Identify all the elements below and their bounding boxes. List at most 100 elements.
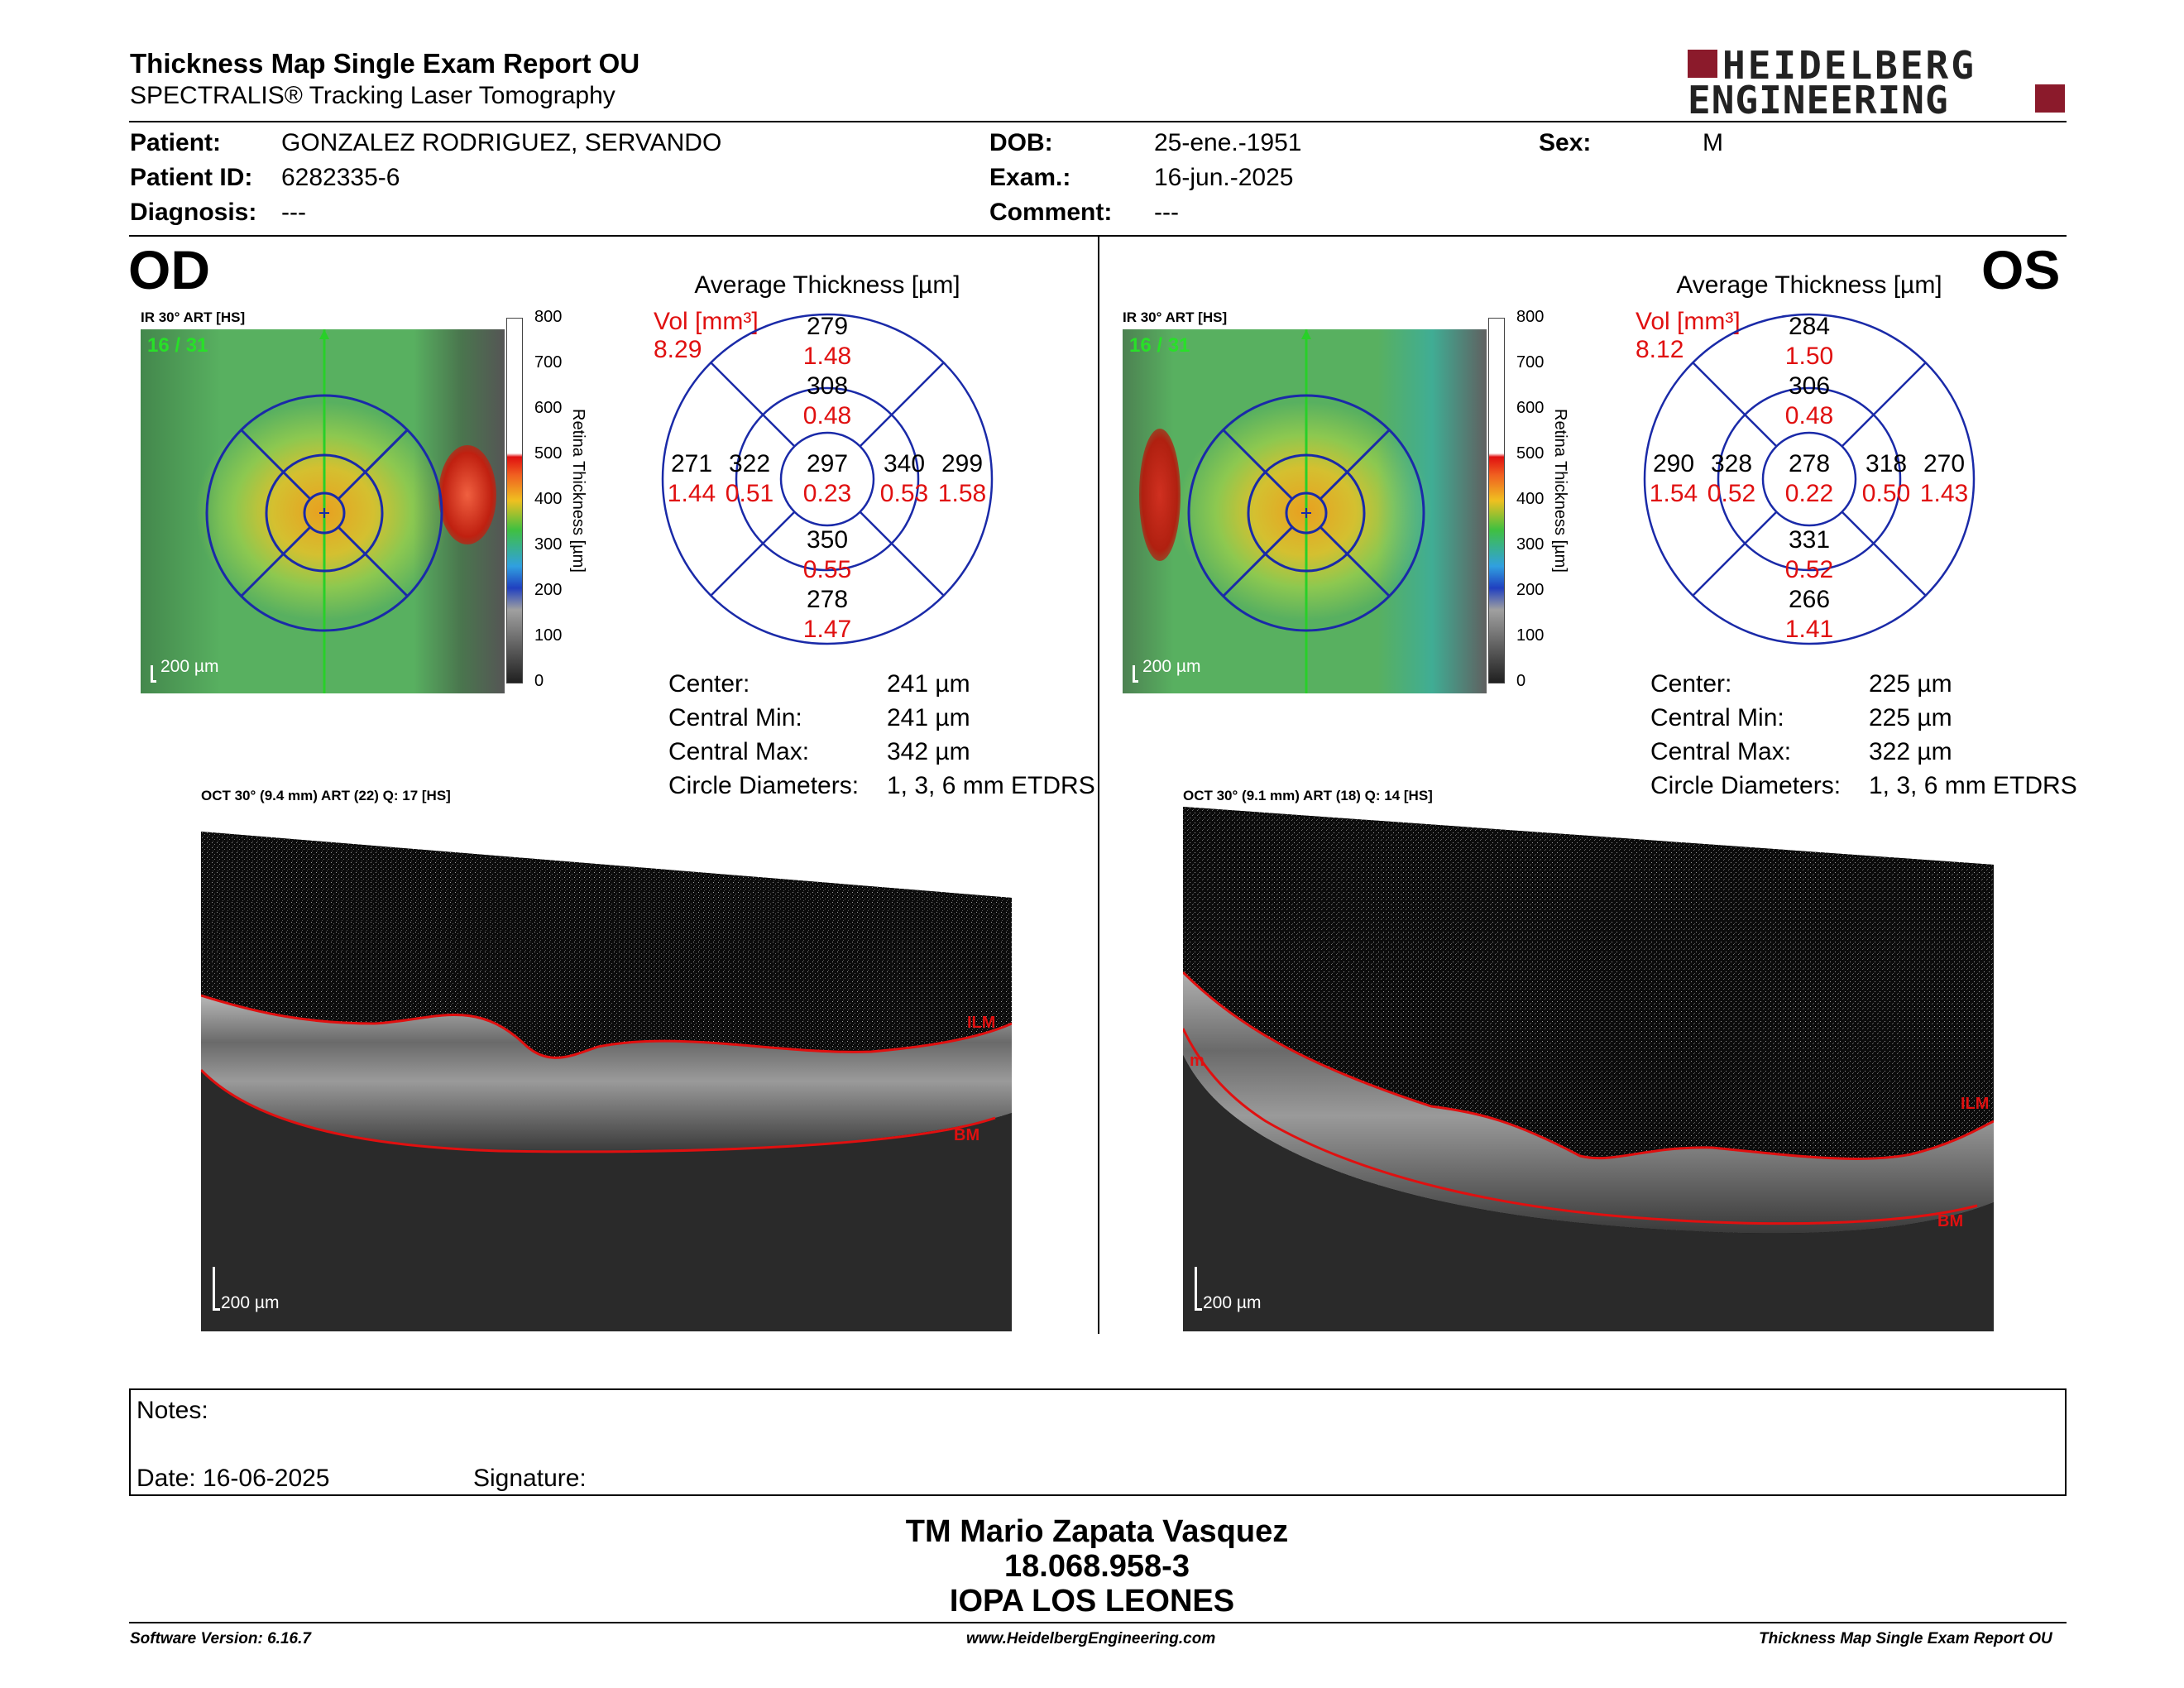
notes-box[interactable]: Notes: Date: 16-06-2025 Signature: — [129, 1388, 2067, 1496]
od-vol-value: 8.29 — [654, 336, 702, 363]
os-cb-tick-500: 500 — [1516, 444, 1545, 463]
od-oct-scan: ILM BM 200 µm — [201, 807, 1012, 1331]
os-center-thickness: 278 — [1788, 450, 1831, 477]
os-inner-right-volume: 0.50 — [1861, 480, 1911, 507]
od-inner-left-volume: 0.51 — [725, 480, 774, 507]
os-vol-label: Vol [mm³] — [1636, 308, 1741, 335]
od-inner-inf-thickness: 350 — [806, 526, 849, 554]
dob-value: 25-ene.-1951 — [1154, 129, 1302, 156]
od-cb-tick-100: 100 — [534, 626, 563, 645]
os-cmax-value: 322 µm — [1869, 738, 1952, 765]
od-inner-right-thickness: 340 — [883, 450, 926, 477]
od-outer-left-volume: 1.44 — [667, 480, 716, 507]
od-thickness-map: 16 / 31 200 µm — [141, 329, 505, 693]
sex-value: M — [1703, 129, 1723, 156]
os-circle-label: Circle Diameters: — [1650, 772, 1842, 799]
os-center-volume: 0.22 — [1784, 480, 1834, 507]
os-cb-tick-700: 700 — [1516, 353, 1545, 372]
od-inner-left-thickness: 322 — [728, 450, 771, 477]
od-outer-sup-volume: 1.48 — [802, 343, 852, 370]
patient-value: GONZALEZ RODRIGUEZ, SERVANDO — [281, 129, 722, 156]
os-circle-value: 1, 3, 6 mm ETDRS — [1869, 772, 2077, 799]
exam-label: Exam.: — [989, 164, 1071, 191]
os-inner-left-thickness: 328 — [1710, 450, 1753, 477]
signer-rut: 18.068.958-3 — [1004, 1549, 1190, 1584]
notes-label: Notes: — [136, 1397, 208, 1424]
patient-id-label: Patient ID: — [130, 164, 253, 191]
os-ilm-left-label: m — [1190, 1052, 1205, 1070]
od-frame-counter: 16 / 31 — [147, 334, 208, 357]
os-optic-disc — [1139, 429, 1181, 561]
diagnosis-label: Diagnosis: — [130, 199, 257, 226]
od-center-value: 241 µm — [887, 670, 970, 698]
od-inner-right-volume: 0.53 — [879, 480, 929, 507]
footer-report: Thickness Map Single Exam Report OU — [1759, 1630, 2052, 1647]
od-cb-tick-300: 300 — [534, 535, 563, 554]
od-outer-sup-thickness: 279 — [806, 313, 849, 340]
od-cb-tick-200: 200 — [534, 581, 563, 599]
od-cmax-label: Central Max: — [668, 738, 810, 765]
os-colorbar — [1488, 318, 1505, 683]
footer-website[interactable]: www.HeidelbergEngineering.com — [966, 1630, 1216, 1647]
patient-id-value: 6282335-6 — [281, 164, 400, 191]
od-colorbar — [506, 318, 523, 683]
os-cb-tick-400: 400 — [1516, 490, 1545, 508]
exam-value: 16-jun.-2025 — [1154, 164, 1294, 191]
notes-signature-label: Signature: — [473, 1465, 587, 1492]
od-center-volume: 0.23 — [802, 480, 852, 507]
os-avg-title: Average Thickness [µm] — [1676, 271, 1942, 299]
od-cb-tick-400: 400 — [534, 490, 563, 508]
od-cmax-value: 342 µm — [887, 738, 970, 765]
od-circle-label: Circle Diameters: — [668, 772, 860, 799]
od-cb-tick-600: 600 — [534, 399, 563, 417]
od-cb-tick-500: 500 — [534, 444, 563, 463]
os-thickness-map: 16 / 31 200 µm — [1123, 329, 1487, 693]
os-inner-inf-thickness: 331 — [1788, 526, 1831, 554]
od-ir-label: IR 30° ART [HS] — [141, 309, 246, 325]
od-scale-bar-icon — [151, 665, 156, 683]
diagnosis-value: --- — [281, 199, 306, 226]
od-etdrs-grid — [205, 329, 443, 693]
od-inner-sup-thickness: 308 — [806, 372, 849, 400]
od-oct-scale: 200 µm — [221, 1293, 280, 1312]
os-frame-counter: 16 / 31 — [1129, 334, 1190, 357]
os-oct-scale: 200 µm — [1203, 1293, 1262, 1312]
signer-org: IOPA LOS LEONES — [949, 1584, 1235, 1618]
od-bm-label: BM — [954, 1126, 980, 1144]
os-cmin-value: 225 µm — [1869, 704, 1952, 731]
od-vol-label: Vol [mm³] — [654, 308, 759, 335]
os-center-value: 225 µm — [1869, 670, 1952, 698]
os-etdrs-chart — [1643, 313, 1976, 645]
os-inner-sup-thickness: 306 — [1788, 372, 1831, 400]
comment-label: Comment: — [989, 199, 1113, 226]
signer-name: TM Mario Zapata Vasquez — [905, 1514, 1289, 1549]
os-inner-inf-volume: 0.52 — [1784, 556, 1834, 583]
os-inner-sup-volume: 0.48 — [1784, 402, 1834, 429]
od-cmin-value: 241 µm — [887, 704, 970, 731]
os-map-scale: 200 µm — [1142, 657, 1201, 676]
os-ilm-label: ILM — [1961, 1095, 1990, 1113]
brand-logo: HEIDELBERG ENGINEERING — [1688, 43, 2068, 122]
patient-rule — [129, 235, 2067, 237]
od-oct-scale-bar-icon — [213, 1267, 220, 1311]
brand-line2: ENGINEERING — [1688, 78, 1949, 122]
os-bm-label: BM — [1937, 1212, 1964, 1230]
os-cmax-label: Central Max: — [1650, 738, 1792, 765]
od-ilm-label: ILM — [967, 1014, 996, 1032]
od-avg-title: Average Thickness [µm] — [694, 271, 960, 299]
od-inner-sup-volume: 0.48 — [802, 402, 852, 429]
os-outer-inf-thickness: 266 — [1788, 586, 1831, 613]
od-cmin-label: Central Min: — [668, 704, 802, 731]
od-cb-tick-0: 0 — [534, 672, 544, 690]
footer-rule — [129, 1622, 2067, 1623]
os-eye-label: OS — [1981, 239, 2061, 300]
os-outer-inf-volume: 1.41 — [1784, 616, 1834, 643]
os-cb-tick-0: 0 — [1516, 672, 1526, 690]
od-etdrs-chart — [661, 313, 994, 645]
od-eye-label: OD — [128, 239, 210, 300]
od-oct-label: OCT 30° (9.4 mm) ART (22) Q: 17 [HS] — [201, 788, 451, 803]
od-center-label: Center: — [668, 670, 750, 698]
od-colorbar-label: Retina Thickness [µm] — [569, 409, 587, 573]
os-oct-scan: m ILM BM 200 µm — [1183, 807, 1994, 1331]
os-outer-sup-volume: 1.50 — [1784, 343, 1834, 370]
